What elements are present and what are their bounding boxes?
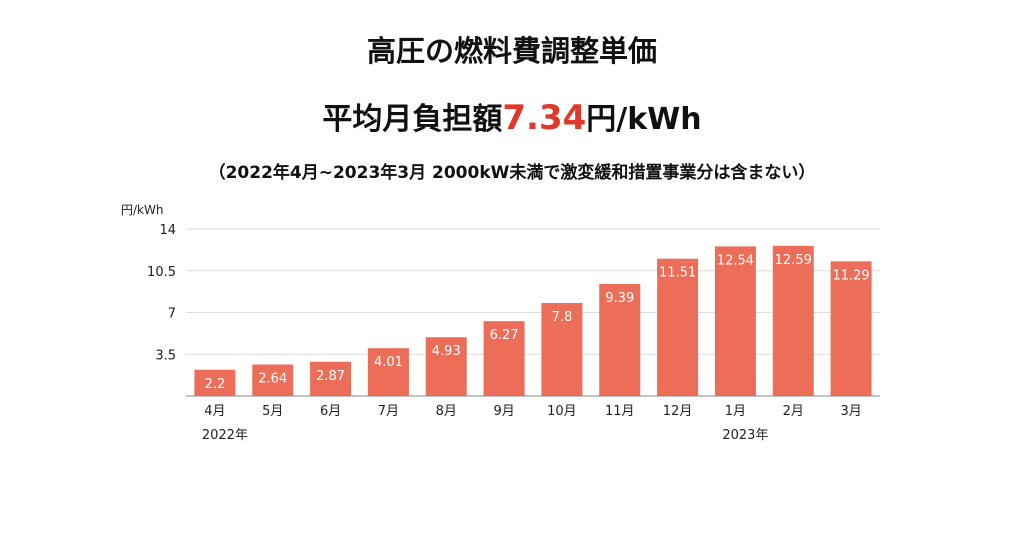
x-tick-label: 7月 bbox=[378, 404, 399, 419]
bar bbox=[252, 364, 294, 396]
y-axis-label: 円/kWh bbox=[121, 203, 163, 217]
x-tick-label: 8月 bbox=[436, 404, 457, 419]
x-tick-label: 2月 bbox=[783, 404, 804, 419]
data-label: 4.93 bbox=[432, 344, 461, 359]
bar bbox=[714, 246, 756, 396]
x-tick-label: 10月 bbox=[547, 404, 577, 419]
chart-note: （2022年4月~2023年3月 2000kW未満で激変緩和措置事業分は含まない… bbox=[208, 163, 816, 183]
year-label: 2023年 bbox=[722, 428, 768, 443]
data-label: 2.2 bbox=[205, 377, 226, 392]
x-tick-label: 6月 bbox=[320, 404, 341, 419]
data-label: 12.54 bbox=[717, 253, 754, 268]
average-unit: 円/kWh bbox=[586, 102, 702, 137]
bar bbox=[483, 321, 525, 396]
y-tick-label: 3.5 bbox=[155, 348, 176, 363]
bar bbox=[310, 361, 352, 396]
data-label: 11.51 bbox=[659, 266, 696, 281]
y-tick-label: 14 bbox=[159, 223, 176, 238]
x-tick-label: 5月 bbox=[262, 404, 283, 419]
bar bbox=[541, 302, 583, 396]
data-label: 2.64 bbox=[258, 372, 287, 387]
data-label: 9.39 bbox=[605, 291, 634, 306]
data-label: 4.01 bbox=[374, 355, 403, 370]
data-label: 11.29 bbox=[832, 268, 869, 283]
bar bbox=[599, 283, 641, 396]
data-label: 12.59 bbox=[775, 253, 812, 268]
bar bbox=[367, 348, 409, 396]
x-tick-label: 1月 bbox=[725, 404, 746, 419]
x-tick-label: 3月 bbox=[840, 404, 861, 419]
average-value: 7.34 bbox=[502, 98, 587, 138]
data-label: 6.27 bbox=[490, 328, 519, 343]
average-label: 平均月負担額 bbox=[322, 102, 503, 137]
bar bbox=[657, 258, 699, 396]
x-tick-label: 12月 bbox=[663, 404, 693, 419]
data-label: 7.8 bbox=[552, 310, 573, 325]
bar bbox=[194, 369, 236, 396]
x-tick-label: 9月 bbox=[493, 404, 514, 419]
bar bbox=[772, 245, 814, 396]
average-monthly-burden: 平均月負担額7.34円/kWh bbox=[0, 94, 1024, 138]
bar bbox=[425, 337, 467, 396]
year-label: 2022年 bbox=[202, 428, 248, 443]
y-tick-label: 7 bbox=[168, 307, 176, 322]
y-tick-label: 10.5 bbox=[147, 265, 176, 280]
chart-title: 高圧の燃料費調整単価 bbox=[366, 34, 657, 68]
x-tick-label: 4月 bbox=[204, 404, 225, 419]
data-label: 2.87 bbox=[316, 369, 345, 384]
x-tick-label: 11月 bbox=[605, 404, 635, 419]
bar bbox=[830, 261, 872, 396]
